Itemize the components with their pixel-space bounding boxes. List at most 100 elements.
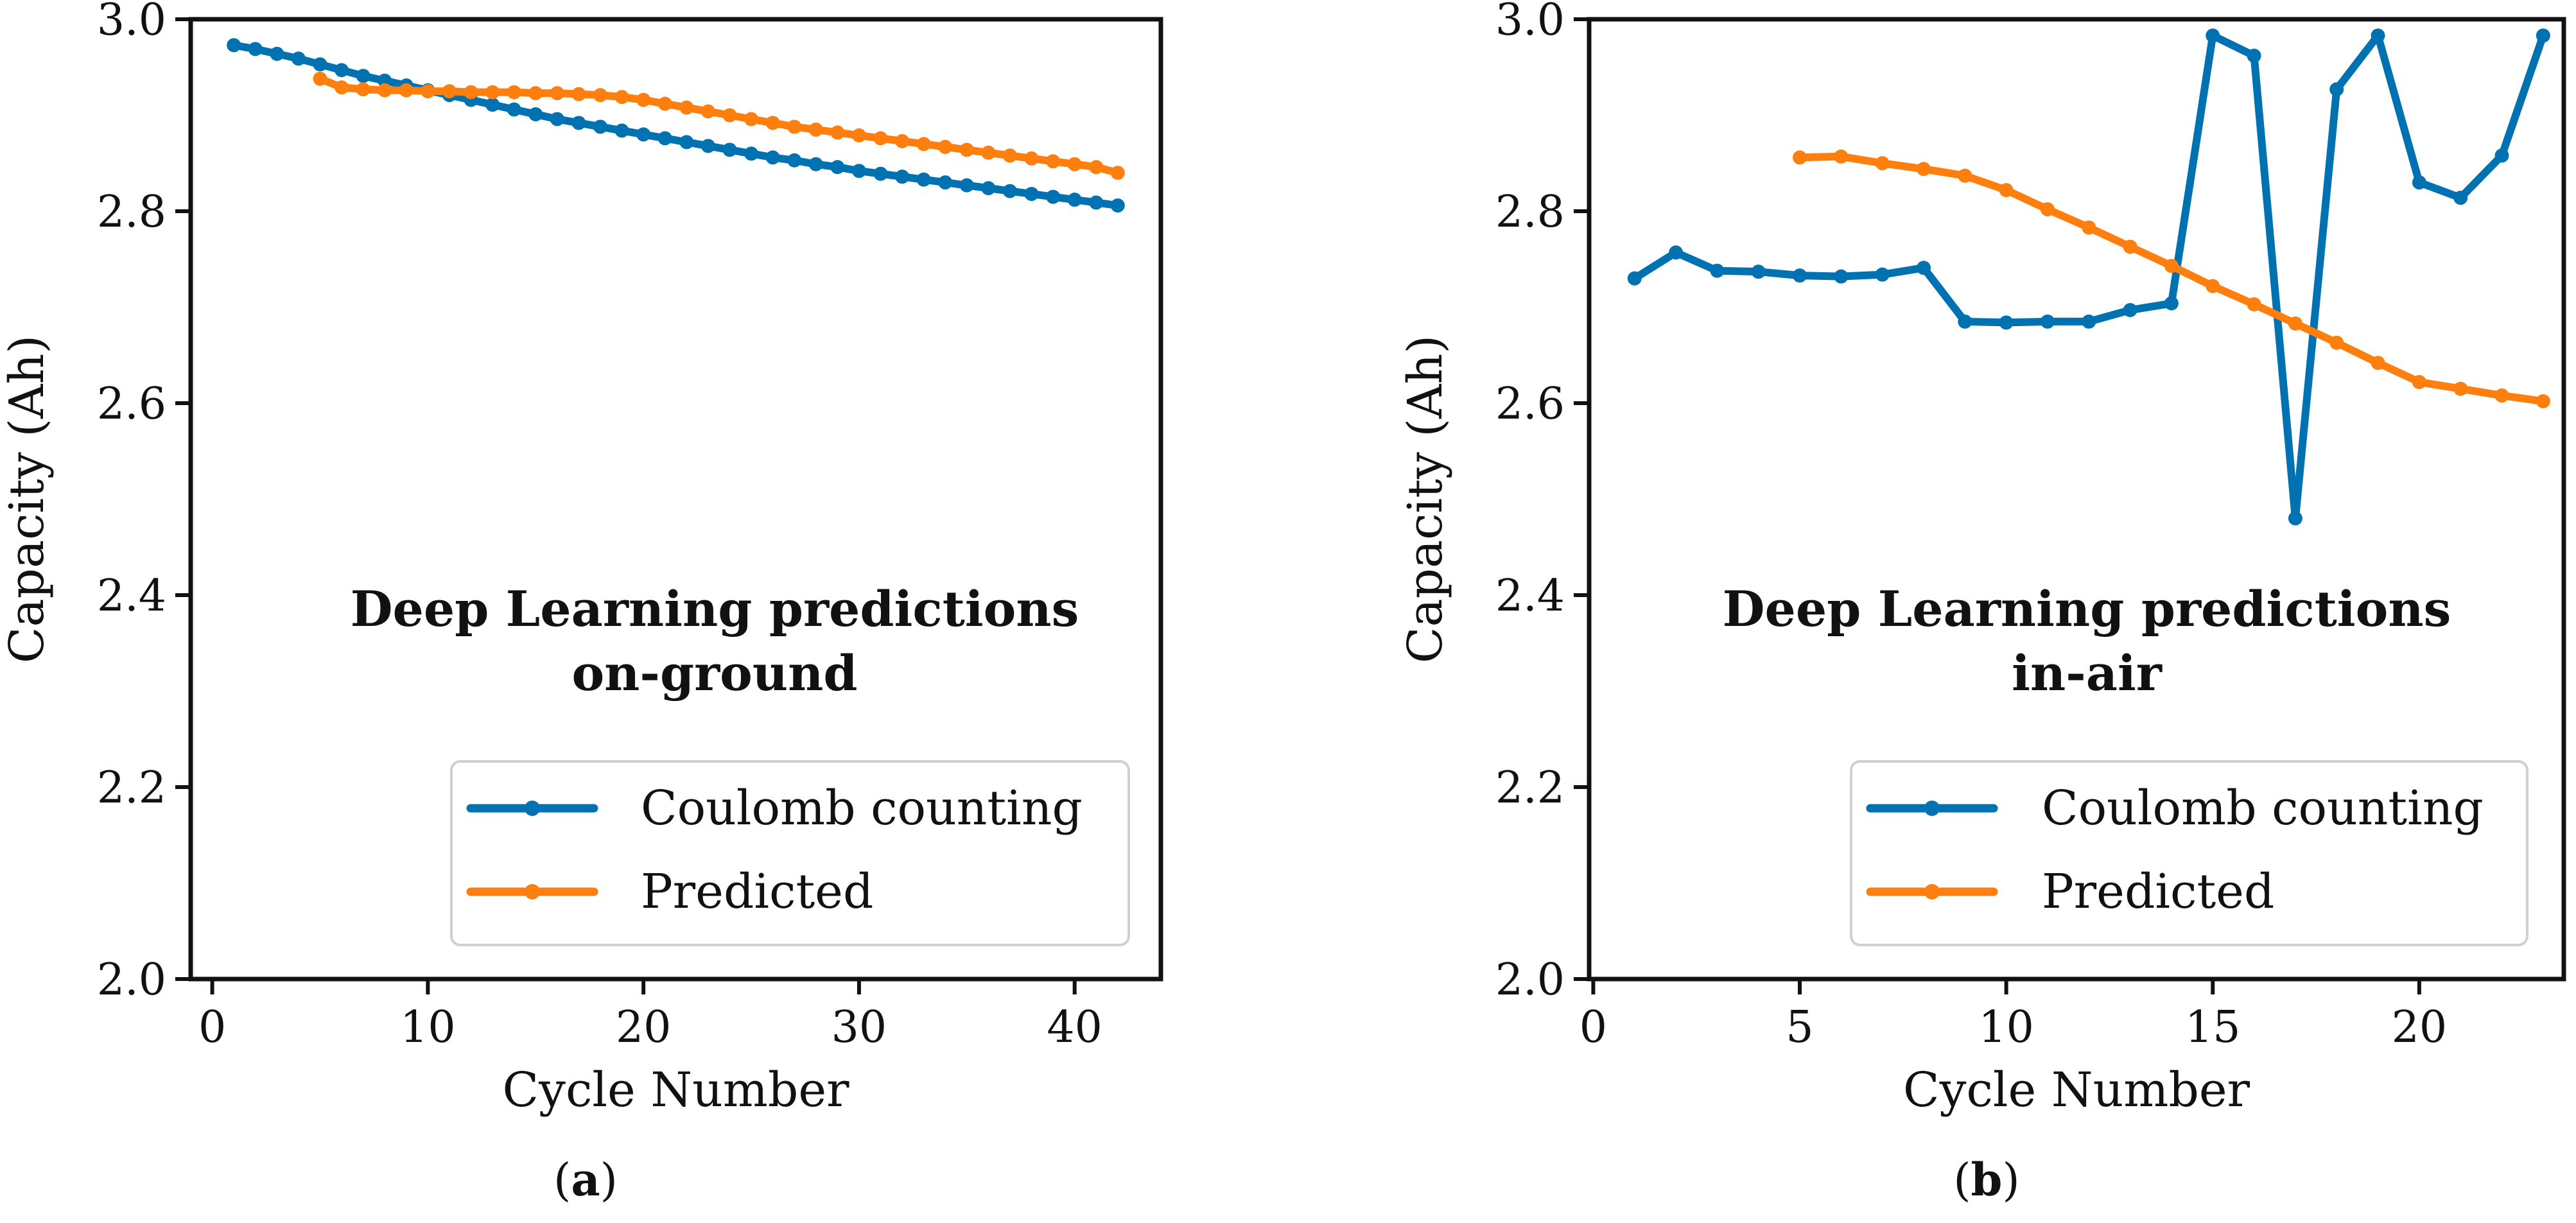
data-point-coulomb-counting <box>2494 148 2509 163</box>
data-point-coulomb-counting <box>981 181 996 196</box>
y-tick-label: 2.4 <box>97 571 166 621</box>
x-tick-label: 10 <box>400 1002 456 1053</box>
data-point-coulomb-counting <box>270 46 284 61</box>
data-point-coulomb-counting <box>959 178 974 193</box>
data-point-coulomb-counting <box>2247 48 2261 63</box>
data-point-predicted <box>701 104 715 119</box>
data-point-coulomb-counting <box>614 123 629 138</box>
y-tick-label: 3.0 <box>1495 0 1565 46</box>
series-line-predicted <box>316 74 1122 177</box>
series-line-coulomb-counting <box>230 41 1122 210</box>
data-point-predicted <box>507 85 521 100</box>
data-point-coulomb-counting <box>2412 175 2426 190</box>
data-point-predicted <box>442 84 457 99</box>
data-point-coulomb-counting <box>873 166 888 181</box>
data-point-predicted <box>1958 168 1972 183</box>
axes-frame <box>188 17 1163 982</box>
legend-frame <box>450 760 1130 946</box>
legend-label-coulomb: Coulomb counting <box>2042 781 2484 836</box>
data-point-predicted <box>959 143 974 157</box>
y-tick-label: 2.6 <box>97 379 166 429</box>
x-tick-label: 10 <box>1978 1002 2034 1053</box>
y-tick-label: 2.4 <box>1495 571 1565 621</box>
data-point-predicted <box>378 83 392 98</box>
panel-b: 0 5 10 15 20 2.0 2.2 2.4 2.6 2.8 3.0 Cycle Number Ca… <box>1398 0 2566 1206</box>
data-point-predicted <box>313 71 327 86</box>
data-point-coulomb-counting <box>938 175 953 190</box>
data-point-predicted <box>981 145 996 160</box>
legend-label-coulomb: Coulomb counting <box>641 781 1083 836</box>
data-point-coulomb-counting <box>2040 314 2055 329</box>
data-point-predicted <box>2412 375 2426 390</box>
data-point-coulomb-counting <box>227 38 241 53</box>
data-point-predicted <box>873 131 888 146</box>
data-point-coulomb-counting <box>1793 268 1807 283</box>
data-point-coulomb-counting <box>1089 195 1104 210</box>
panel-caption-a: (a) <box>553 1153 618 1206</box>
data-point-coulomb-counting <box>895 169 910 184</box>
legend-marker-predicted <box>525 884 540 899</box>
data-point-predicted <box>1110 166 1125 180</box>
data-point-predicted <box>485 85 500 100</box>
data-point-predicted <box>787 119 802 134</box>
data-point-predicted <box>399 83 413 98</box>
data-point-coulomb-counting <box>2329 82 2344 97</box>
data-point-predicted <box>593 88 607 103</box>
annotation-line-2: in-air <box>2012 645 2163 702</box>
data-point-coulomb-counting <box>335 63 349 78</box>
data-point-coulomb-counting <box>701 139 715 153</box>
data-point-predicted <box>895 134 910 148</box>
data-point-predicted <box>808 122 823 137</box>
data-point-coulomb-counting <box>2082 314 2096 329</box>
data-point-predicted <box>1046 154 1061 169</box>
data-point-coulomb-counting <box>1627 271 1642 286</box>
x-axis-label: Cycle Number <box>1903 1063 2250 1118</box>
y-tick-label: 2.0 <box>1495 955 1565 1005</box>
data-point-coulomb-counting <box>1834 269 1849 284</box>
data-point-coulomb-counting <box>1046 189 1061 204</box>
legend-marker-predicted <box>1924 884 1940 899</box>
data-point-coulomb-counting <box>1669 245 1684 260</box>
data-point-predicted <box>830 125 845 140</box>
data-point-coulomb-counting <box>1024 187 1039 202</box>
legend: Coulomb counting Predicted <box>450 760 1130 946</box>
data-point-coulomb-counting <box>2371 28 2385 43</box>
x-axis-label: Cycle Number <box>503 1063 850 1118</box>
data-point-coulomb-counting <box>291 51 306 66</box>
data-point-coulomb-counting <box>1917 261 1931 275</box>
y-tick-label: 2.8 <box>1495 187 1565 238</box>
data-point-predicted <box>916 137 931 152</box>
annotation-line-2: on-ground <box>571 645 857 702</box>
data-point-coulomb-counting <box>2123 302 2137 317</box>
legend-label-predicted: Predicted <box>641 864 873 919</box>
data-point-coulomb-counting <box>1999 315 2014 330</box>
data-point-predicted <box>1089 160 1104 175</box>
legend-marker-coulomb <box>525 801 540 816</box>
data-point-predicted <box>421 84 435 99</box>
data-point-coulomb-counting <box>2536 28 2550 43</box>
legend-marker-coulomb <box>1924 801 1940 816</box>
data-point-predicted <box>1999 183 2014 198</box>
y-tick-label: 2.0 <box>97 955 166 1005</box>
data-point-coulomb-counting <box>356 69 370 83</box>
panel-a: 0 10 20 30 40 2.0 2.2 2.4 2.6 2.8 3.0 Cycle Number C… <box>0 0 1163 1206</box>
data-point-predicted <box>722 108 737 123</box>
panel-caption-letter-a: a <box>571 1153 600 1206</box>
annotation-line-1: Deep Learning predictions <box>1723 580 2451 638</box>
data-point-coulomb-counting <box>1875 267 1890 282</box>
data-point-predicted <box>356 82 370 97</box>
data-point-predicted <box>571 87 586 101</box>
legend: Coulomb counting Predicted <box>1850 760 2528 946</box>
y-tick-label: 3.0 <box>97 0 166 46</box>
data-point-predicted <box>335 80 349 95</box>
data-point-predicted <box>1875 156 1890 171</box>
annotation-line-1: Deep Learning predictions <box>351 580 1079 638</box>
data-point-coulomb-counting <box>1110 198 1125 213</box>
data-point-coulomb-counting <box>787 153 802 168</box>
data-point-predicted <box>1834 149 1849 164</box>
y-tick-label: 2.8 <box>97 187 166 238</box>
legend-frame <box>1850 760 2528 946</box>
panel-caption-b: (b) <box>1953 1153 2020 1206</box>
data-point-predicted <box>1024 151 1039 166</box>
